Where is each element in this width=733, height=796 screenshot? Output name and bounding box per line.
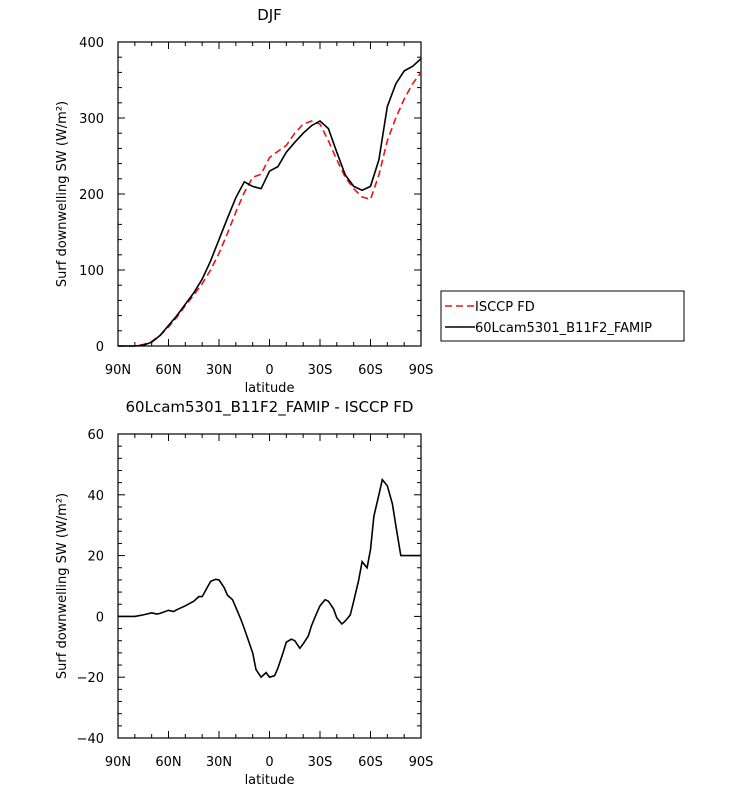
x-tick-label: 30S — [308, 755, 333, 770]
x-tick-label: 30N — [206, 755, 232, 770]
chart-title: 60Lcam5301_B11F2_FAMIP - ISCCP FD — [126, 398, 414, 417]
x-tick-label: 90S — [409, 755, 434, 770]
x-tick-label: 0 — [265, 363, 273, 378]
y-axis-label: Surf downwelling SW (W/m²) — [55, 493, 70, 679]
legend-entry: ISCCP FD — [475, 300, 535, 315]
x-tick-label: 0 — [265, 755, 273, 770]
y-tick-label: −40 — [77, 732, 104, 747]
series-line-1 — [118, 58, 422, 347]
y-axis-label: Surf downwelling SW (W/m²) — [55, 101, 70, 287]
series-line-0 — [118, 477, 421, 679]
series-line-0 — [118, 71, 422, 347]
plot-frame — [117, 41, 422, 347]
y-tick-label: 200 — [79, 188, 104, 203]
x-tick-label: 30S — [308, 363, 333, 378]
plot-frame — [117, 433, 422, 739]
y-tick-label: 400 — [79, 36, 104, 51]
y-tick-label: 0 — [96, 340, 104, 355]
y-tick-label: 300 — [79, 112, 104, 127]
legend: ISCCP FD 60Lcam5301_B11F2_FAMIP — [440, 290, 685, 342]
x-tick-label: 60N — [155, 363, 181, 378]
x-axis-label: latitude — [245, 381, 295, 396]
chart-title: DJF — [257, 6, 282, 24]
legend-entry: 60Lcam5301_B11F2_FAMIP — [475, 321, 652, 336]
bottom-chart: 60Lcam5301_B11F2_FAMIP - ISCCP FD 90N 60N 3… — [55, 398, 433, 788]
x-tick-label: 60S — [358, 755, 383, 770]
x-tick-label: 60N — [155, 755, 181, 770]
y-tick-label: −20 — [77, 671, 104, 686]
y-tick-label: 100 — [79, 264, 104, 279]
y-tick-label: 60 — [87, 428, 104, 443]
legend-box — [440, 290, 685, 342]
x-tick-label: 90S — [409, 363, 434, 378]
y-tick-label: 40 — [87, 489, 104, 504]
x-tick-label: 60S — [358, 363, 383, 378]
x-axis-label: latitude — [245, 773, 295, 788]
x-tick-label: 30N — [206, 363, 232, 378]
x-tick-label: 90N — [105, 363, 131, 378]
y-tick-label: 0 — [96, 610, 104, 625]
y-tick-label: 20 — [87, 550, 104, 565]
x-tick-label: 90N — [105, 755, 131, 770]
top-chart: DJF 90N 60N 30N 0 30S 60S 90S 0 100 200 300 400 latit… — [55, 6, 685, 396]
